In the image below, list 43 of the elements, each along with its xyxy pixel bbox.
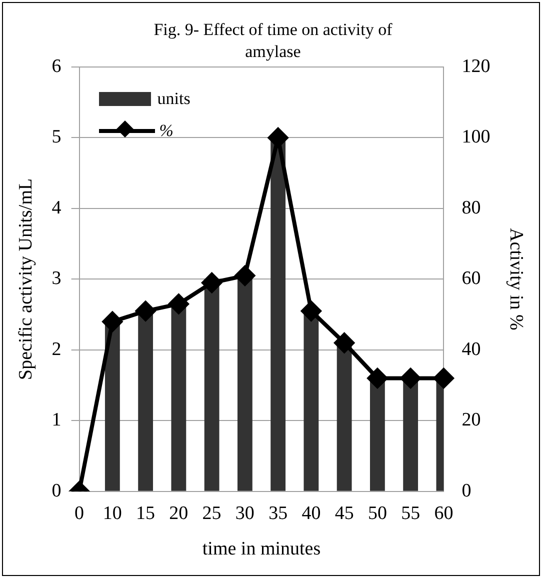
x-tick-label: 60	[434, 502, 454, 524]
point	[102, 312, 122, 332]
y2-axis-title: Activity in %	[506, 228, 527, 331]
x-tick-label: 45	[334, 502, 354, 524]
point	[400, 368, 421, 388]
y-tick-label: 0	[52, 480, 62, 502]
point	[168, 294, 189, 314]
y-axis-title: Specific activity Units/mL	[15, 178, 36, 380]
x-tick-label: 55	[401, 502, 420, 524]
chart-title: Fig. 9- Effect of time on activity of amylase	[152, 19, 394, 63]
point	[367, 368, 388, 388]
point	[301, 301, 322, 322]
x-tick-label: 40	[302, 502, 321, 524]
x-axis-title: time in minutes	[202, 538, 321, 560]
y-tick-label: 1	[52, 410, 62, 431]
point	[202, 272, 222, 293]
point	[268, 128, 288, 148]
y2-tick-label: 60	[462, 268, 481, 290]
point	[434, 368, 454, 388]
y2-tick-label: 100	[462, 126, 490, 148]
y2-tick-label: 0	[462, 480, 472, 502]
x-tick-label: 10	[102, 502, 122, 524]
x-tick-label: 35	[268, 502, 288, 524]
point	[234, 266, 255, 286]
x-tick-label: 25	[202, 502, 222, 524]
legend-label: %	[159, 121, 174, 141]
y-tick-label: 5	[52, 126, 62, 148]
point	[136, 301, 156, 322]
y2-tick-label: 40	[462, 338, 481, 360]
x-tick-label: 20	[169, 502, 188, 524]
x-tick-label: 30	[235, 502, 254, 524]
x-tick-label: 15	[136, 502, 156, 524]
y2-tick-label: 80	[462, 197, 481, 218]
x-tick-label: 50	[368, 502, 387, 524]
x-tick-label: 0	[74, 502, 84, 524]
legend-label: units	[157, 89, 190, 109]
y-tick-label: 2	[52, 338, 62, 360]
y-tick-label: 6	[52, 56, 62, 77]
y-tick-label: 4	[52, 197, 62, 218]
y-tick-label: 3	[52, 268, 62, 290]
y2-tick-label: 120	[462, 56, 490, 77]
point	[334, 332, 354, 353]
y2-tick-label: 20	[462, 410, 481, 431]
